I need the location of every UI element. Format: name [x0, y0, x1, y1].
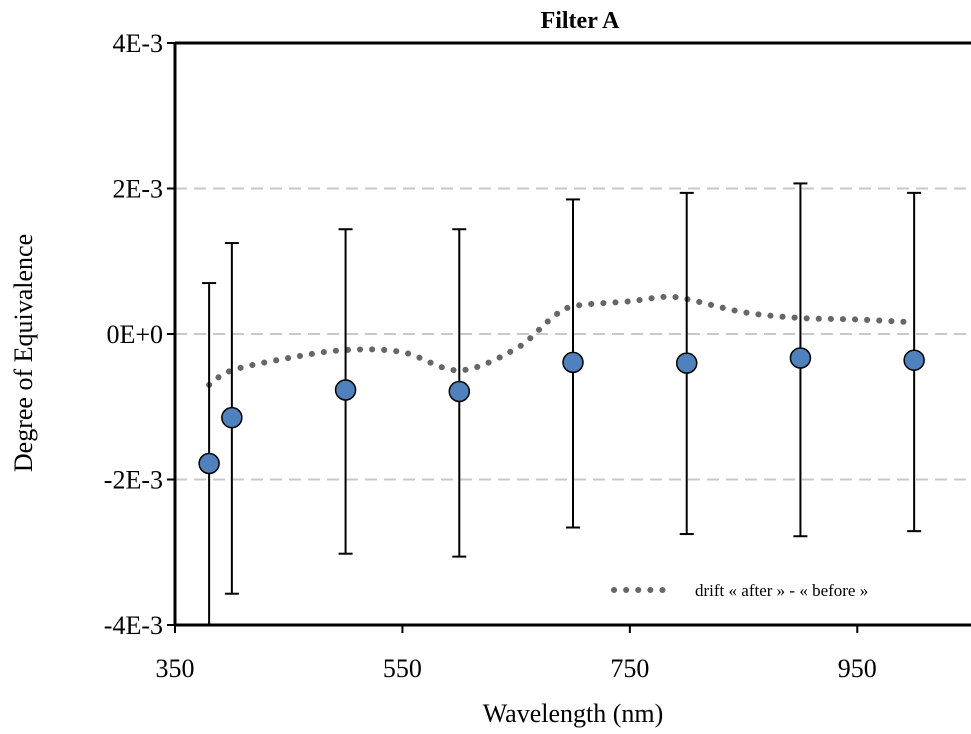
error-bars [202, 182, 922, 625]
data-point [198, 452, 220, 475]
data-point [334, 379, 357, 401]
data-point [562, 351, 584, 374]
y-axis-label: Degree of Equivalence [9, 234, 38, 472]
data-point [903, 349, 925, 371]
legend: drift « after » - « before » [611, 581, 868, 600]
data-points [198, 347, 925, 475]
y-tick-label: -2E-3 [104, 466, 163, 495]
data-point [448, 380, 471, 403]
y-tick-label: 0E+0 [106, 320, 163, 349]
x-tick-label: 350 [156, 654, 195, 683]
drift-line [206, 293, 918, 388]
x-axis-label: Wavelength (nm) [483, 699, 664, 728]
axes [167, 41, 971, 633]
chart-title: Filter A [541, 8, 621, 34]
x-tick-label: 750 [610, 654, 649, 683]
tick-labels: -4E-3 -2E-3 0E+0 2E-3 4E-3 350 550 750 950 [104, 29, 877, 683]
legend-label: drift « after » - « before » [695, 581, 868, 600]
data-point [675, 352, 698, 374]
data-point [221, 406, 243, 429]
y-tick-label: -4E-3 [104, 611, 163, 640]
x-tick-label: 550 [383, 654, 422, 683]
y-tick-label: 4E-3 [112, 29, 163, 58]
x-tick-label: 950 [838, 654, 877, 683]
y-tick-label: 2E-3 [112, 175, 163, 204]
drift-series [206, 293, 918, 388]
data-point [789, 347, 812, 369]
